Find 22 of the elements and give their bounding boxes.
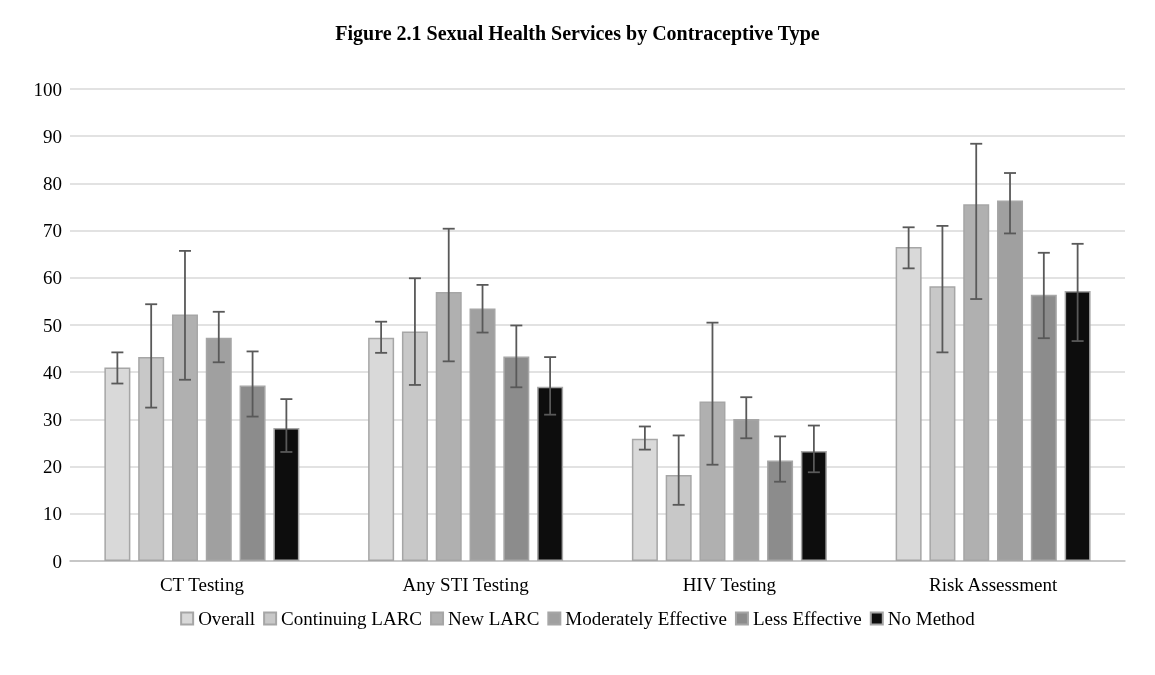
y-tick-label: 20 <box>43 456 62 478</box>
legend-label: New LARC <box>448 608 540 629</box>
legend-label: No Method <box>887 608 976 629</box>
legend-label: Moderately Effective <box>565 608 727 629</box>
legend-label: Overall <box>198 608 256 629</box>
y-tick-label: 100 <box>33 78 62 100</box>
y-tick-label: 80 <box>43 172 62 194</box>
y-tick-label: 60 <box>43 267 62 289</box>
x-tick-label: Risk Assessment <box>928 574 1058 595</box>
y-tick-label: 0 <box>52 550 62 572</box>
x-tick-label: HIV Testing <box>682 574 777 595</box>
y-tick-label: 70 <box>43 220 62 242</box>
y-tick-label: 50 <box>43 314 62 336</box>
y-tick-label: 30 <box>43 408 62 430</box>
legend-label: Less Effective <box>752 608 862 629</box>
y-tick-label: 10 <box>43 503 62 525</box>
x-tick-label: CT Testing <box>159 574 245 595</box>
chart-title: Figure 2.1 Sexual Health Services by Contraceptive Type <box>335 22 820 45</box>
x-tick-label: Any STI Testing <box>402 574 530 595</box>
legend-label: Continuing LARC <box>281 608 423 629</box>
y-tick-label: 40 <box>43 361 62 383</box>
y-tick-label: 90 <box>43 125 62 147</box>
